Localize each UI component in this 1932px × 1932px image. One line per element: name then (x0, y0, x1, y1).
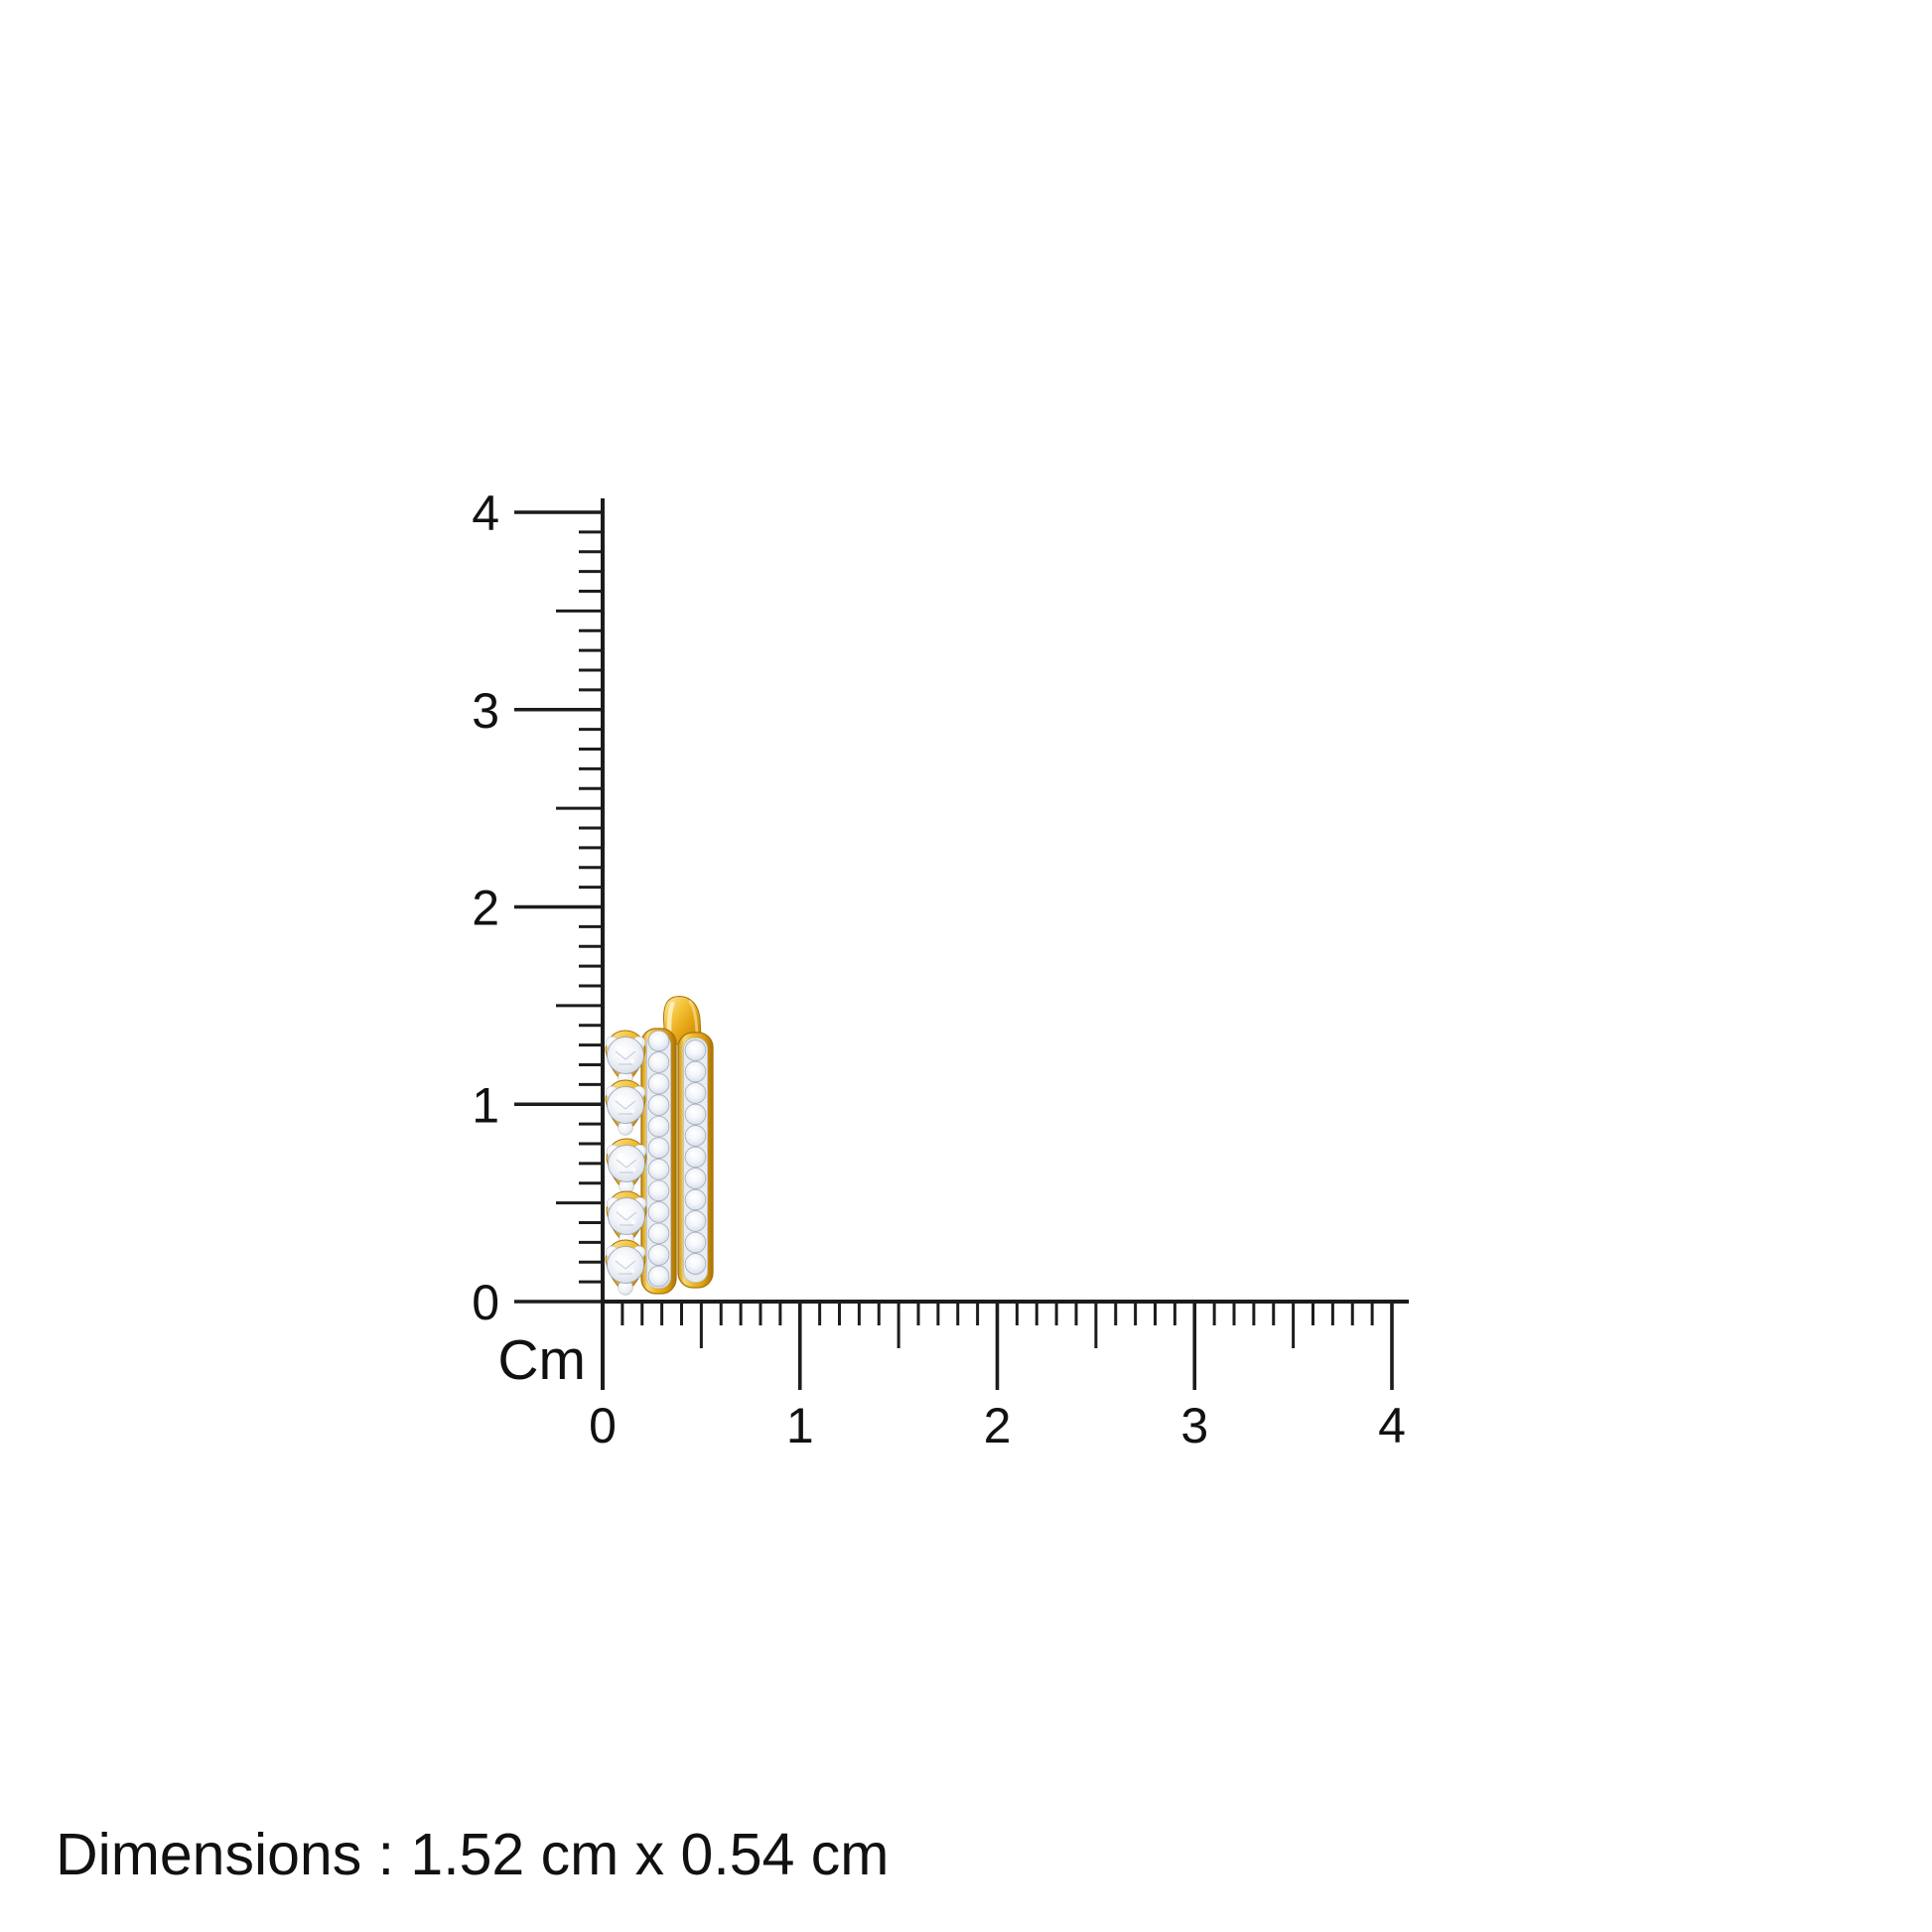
diamond-glint (653, 1143, 658, 1148)
diamond-glint (630, 1269, 634, 1273)
vertical-ruler: 0 1 2 3 4 (472, 485, 605, 1390)
diamond-glint (630, 1059, 634, 1063)
pave-diamond (647, 1115, 670, 1138)
pave-diamond (684, 1188, 707, 1211)
pave-diamond (647, 1265, 670, 1288)
prong-diamond (607, 1036, 644, 1074)
diamond-facets (616, 1159, 637, 1173)
diamond-glint (617, 1153, 624, 1161)
vertical-ruler-label: 1 (472, 1077, 499, 1133)
diamond-glint (690, 1130, 695, 1135)
pave-row-left (640, 1028, 677, 1295)
pave-diamond (684, 1103, 707, 1126)
pave-diamond (684, 1125, 707, 1147)
pave-diamonds (684, 1039, 707, 1275)
vertical-ruler-label: 2 (472, 881, 499, 936)
diamond-facets (615, 1260, 636, 1275)
prong-diamond (608, 1197, 645, 1235)
diamond-glint (653, 1271, 658, 1276)
prong-stone (605, 1030, 646, 1086)
diamond-glint (653, 1228, 658, 1233)
horizontal-ruler-label: 2 (984, 1398, 1012, 1453)
pave-diamond (684, 1168, 707, 1189)
prong-stone (606, 1138, 647, 1194)
pave-diamond (684, 1210, 707, 1232)
vertical-ruler-label: 0 (472, 1275, 499, 1330)
diamond-glint (616, 1094, 623, 1102)
pave-diamond (684, 1039, 707, 1061)
pave-diamond (647, 1201, 670, 1223)
horizontal-ruler: 0 1 2 3 4 (589, 1300, 1409, 1453)
pave-diamond (647, 1137, 670, 1159)
pave-diamond (647, 1072, 670, 1095)
pave-diamond (684, 1253, 707, 1275)
horizontal-ruler-label: 4 (1378, 1398, 1406, 1453)
diamond-glint (690, 1044, 695, 1049)
pave-diamond (684, 1231, 707, 1254)
diamond-glint (690, 1194, 695, 1199)
diamond-glint (630, 1109, 634, 1113)
diamond-glint (653, 1099, 658, 1104)
horizontal-ruler-label: 3 (1180, 1398, 1208, 1453)
pave-diamond (684, 1060, 707, 1083)
prong-diamond (608, 1145, 645, 1182)
ruler-unit-label: Cm (497, 1328, 586, 1392)
pave-diamond (647, 1159, 670, 1180)
pave-diamonds (647, 1030, 670, 1288)
vertical-ruler-label: 3 (472, 683, 499, 739)
diamond-glint (616, 1044, 623, 1052)
diamond-glint (653, 1164, 658, 1169)
diamond-glint (631, 1168, 635, 1172)
pave-diamond (647, 1179, 670, 1202)
prong-diamond (607, 1246, 644, 1284)
pave-diamond (684, 1146, 707, 1169)
diamond-glint (653, 1206, 658, 1211)
diamond-glint (690, 1258, 695, 1263)
prong-diamond (607, 1086, 644, 1124)
diamond-glint (690, 1109, 695, 1114)
diamond-glint (690, 1152, 695, 1157)
post-tip-highlight-2 (688, 1000, 699, 1036)
diamond-glint (690, 1215, 695, 1220)
diamond-glint (690, 1087, 695, 1092)
diamond-glint (690, 1173, 695, 1177)
diamond-facets (615, 1050, 636, 1065)
pave-row-right (677, 1032, 714, 1289)
pave-diamond (647, 1051, 670, 1073)
diamond-glint (616, 1254, 623, 1262)
diamond-glint (653, 1035, 658, 1040)
prong-stone (605, 1239, 646, 1296)
horizontal-ruler-label: 1 (786, 1398, 814, 1453)
horizontal-ruler-label: 0 (589, 1398, 617, 1453)
pave-diamond (647, 1244, 670, 1266)
diamond-glint (653, 1249, 658, 1254)
diamond-facets (616, 1211, 637, 1226)
pave-diamond (647, 1222, 670, 1245)
vertical-ruler-label: 4 (472, 485, 499, 541)
diamond-glint (653, 1185, 658, 1190)
diamond-glint (617, 1205, 624, 1213)
pave-diamond (684, 1082, 707, 1104)
dimensions-caption: Dimensions : 1.52 cm x 0.54 cm (56, 1822, 890, 1887)
prong-stone (605, 1079, 646, 1136)
diamond-glint (631, 1220, 635, 1224)
pave-diamond (647, 1030, 670, 1052)
prong-stone (606, 1190, 647, 1247)
diamond-glint (653, 1078, 658, 1083)
diamond-glint (690, 1237, 695, 1242)
diamond-glint (653, 1121, 658, 1126)
pave-diamond (647, 1094, 670, 1116)
diamond-glint (653, 1056, 658, 1061)
earring-product-image (605, 995, 714, 1296)
diamond-facets (615, 1100, 636, 1115)
prong-set-diamonds (605, 1030, 647, 1296)
diamond-glint (690, 1066, 695, 1071)
